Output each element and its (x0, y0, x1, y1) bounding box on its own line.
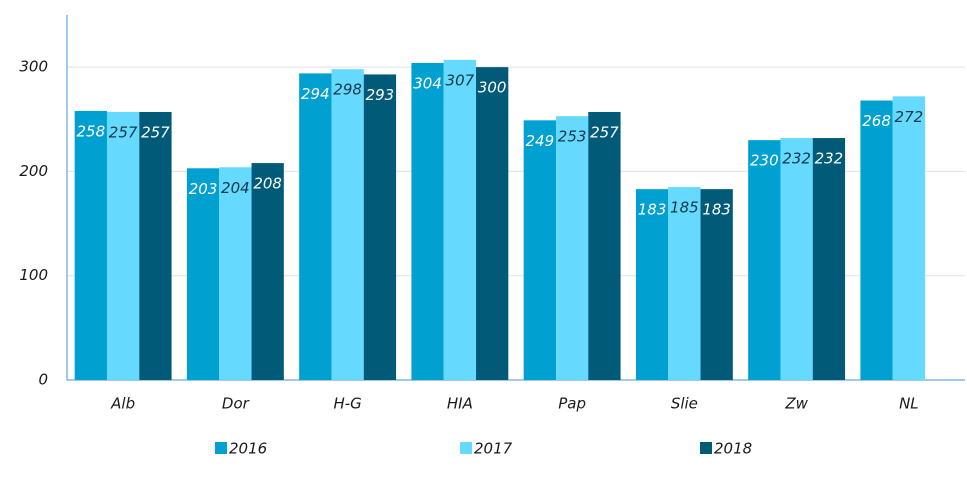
bar (363, 74, 397, 380)
value-label: 304 (413, 74, 442, 92)
x-tick-label: Pap (558, 395, 586, 413)
value-label: 307 (446, 71, 475, 89)
bar (700, 189, 733, 380)
bar (74, 110, 107, 380)
legend-label: 2016 (229, 440, 267, 458)
bar (443, 59, 477, 380)
value-label: 257 (141, 123, 170, 141)
bar (748, 140, 781, 380)
value-label: 293 (366, 86, 395, 104)
bar (588, 111, 621, 380)
value-label: 183 (638, 201, 667, 219)
value-label: 257 (109, 123, 138, 141)
bar (186, 168, 220, 380)
bar (555, 116, 589, 381)
x-tick-label: H-G (333, 395, 361, 413)
value-label: 298 (333, 81, 362, 99)
bar (139, 111, 172, 380)
x-tick-label: NL (899, 395, 919, 413)
x-tick-label: Slie (671, 395, 698, 413)
value-label: 268 (862, 112, 891, 130)
legend-swatch (215, 442, 227, 454)
y-tick-label: 300 (19, 58, 48, 76)
y-tick-label: 200 (19, 162, 48, 180)
x-tick-label: HIA (447, 395, 473, 413)
bar (635, 189, 669, 380)
value-label: 258 (77, 122, 106, 140)
y-tick-label: 0 (38, 371, 48, 389)
bar (219, 167, 252, 380)
value-label: 257 (590, 123, 619, 141)
value-label: 294 (301, 85, 330, 103)
bar (812, 138, 846, 380)
x-tick-label: Alb (110, 395, 135, 413)
value-label: 185 (670, 199, 699, 217)
bar (892, 96, 926, 380)
legend-label: 2018 (714, 440, 752, 458)
value-label: 208 (253, 175, 282, 193)
bar (299, 73, 332, 381)
legend-swatch (460, 442, 472, 454)
value-label: 300 (478, 79, 507, 97)
value-label: 232 (815, 150, 844, 168)
bar (780, 138, 813, 380)
value-label: 253 (558, 128, 587, 146)
x-tick-label: Zw (784, 395, 808, 413)
y-tick-label: 100 (19, 266, 48, 284)
value-label: 230 (750, 152, 779, 170)
x-tick-label: Dor (222, 395, 250, 413)
value-label: 183 (702, 201, 731, 219)
value-label: 204 (221, 179, 250, 197)
bar (476, 67, 509, 381)
bar (251, 163, 284, 380)
bar (668, 187, 701, 380)
value-label: 232 (782, 150, 811, 168)
bar (331, 69, 364, 380)
bar (860, 100, 893, 380)
bar (411, 62, 444, 380)
legend-label: 2017 (474, 440, 513, 458)
value-label: 272 (895, 108, 924, 126)
value-label: 203 (189, 180, 218, 198)
legend-swatch (700, 442, 712, 454)
bar (523, 120, 556, 380)
bar (106, 111, 140, 380)
value-label: 249 (526, 132, 555, 150)
